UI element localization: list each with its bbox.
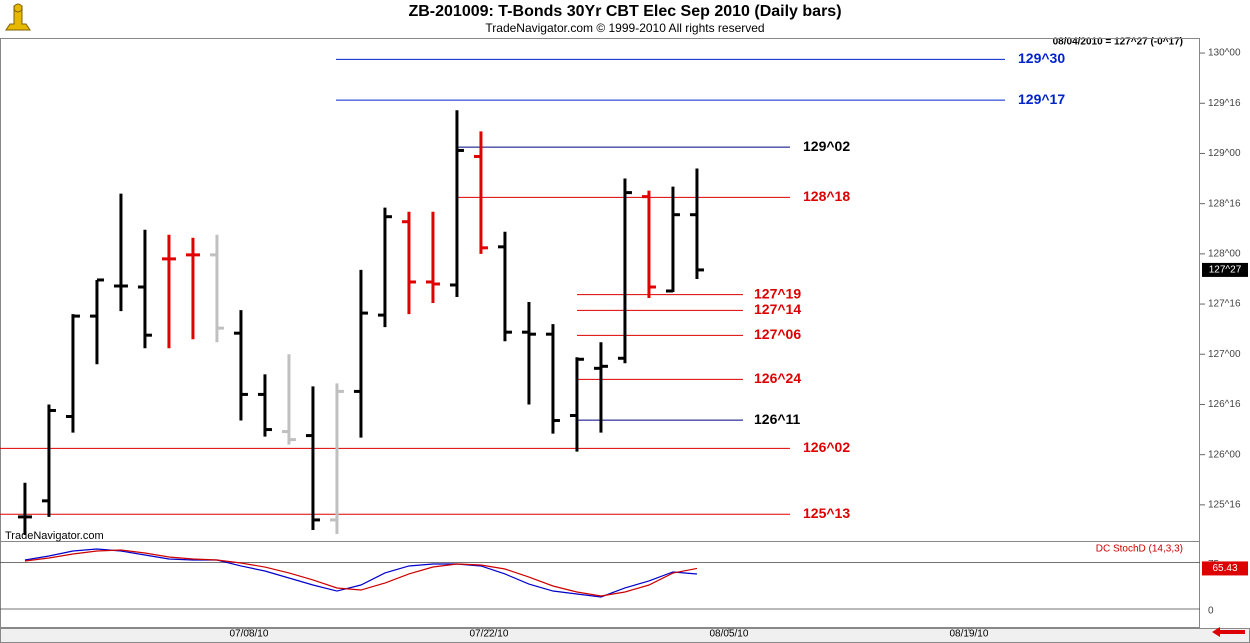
y-tick-label: 129^00 bbox=[1208, 148, 1241, 159]
level-label: 127^19 bbox=[754, 285, 801, 301]
level-label: 126^11 bbox=[754, 411, 801, 427]
level-label: 127^06 bbox=[754, 326, 801, 342]
y-tick-label: 126^00 bbox=[1208, 449, 1241, 460]
level-label: 126^02 bbox=[803, 439, 850, 455]
level-label: 127^14 bbox=[754, 301, 801, 317]
y-tick-label: 127^00 bbox=[1208, 349, 1241, 360]
quote: 08/04/2010 = 127^27 (-0^17) bbox=[1053, 37, 1183, 48]
stoch-title: DC StochD (14,3,3) bbox=[1096, 544, 1183, 555]
date-axis bbox=[0, 628, 1250, 643]
scroll-arrow[interactable] bbox=[1212, 627, 1245, 637]
y-tick-label: 127^16 bbox=[1208, 299, 1241, 310]
stoch-value-box bbox=[1202, 561, 1248, 576]
y-tick-label: 128^16 bbox=[1208, 198, 1241, 209]
chart-title: ZB-201009: T-Bonds 30Yr CBT Elec Sep 201… bbox=[408, 3, 841, 20]
y-tick-label: 125^16 bbox=[1208, 499, 1241, 510]
stoch-line bbox=[24, 548, 698, 598]
level-label: 125^13 bbox=[803, 505, 850, 521]
last-price-label: 127^27 bbox=[1209, 265, 1242, 276]
y-tick-label: 128^00 bbox=[1208, 248, 1241, 259]
y-tick-label: 129^16 bbox=[1208, 98, 1241, 109]
level-label: 129^30 bbox=[1018, 50, 1065, 66]
stoch-line bbox=[24, 549, 698, 597]
level-label: 126^24 bbox=[754, 370, 801, 386]
level-label: 129^17 bbox=[1018, 91, 1065, 107]
x-tick-label: 08/05/10 bbox=[709, 629, 748, 640]
copyright: TradeNavigator.com © 1999-2010 All right… bbox=[485, 21, 764, 35]
stoch-panel bbox=[0, 541, 1200, 628]
x-tick-label: 07/08/10 bbox=[229, 629, 268, 640]
level-label: 128^18 bbox=[803, 188, 850, 204]
x-tick-label: 07/22/10 bbox=[469, 629, 508, 640]
logo bbox=[5, 3, 31, 31]
level-label: 129^02 bbox=[803, 138, 850, 154]
y-tick-label: 130^00 bbox=[1208, 48, 1241, 59]
y-tick-label: 126^16 bbox=[1208, 399, 1241, 410]
watermark: TradeNavigator.com bbox=[5, 530, 104, 542]
last-price-box bbox=[1202, 262, 1248, 277]
y-tick-label: 0 bbox=[1208, 606, 1214, 617]
x-tick-label: 08/19/10 bbox=[949, 629, 988, 640]
stoch-value-label: 65.43 bbox=[1212, 563, 1237, 574]
